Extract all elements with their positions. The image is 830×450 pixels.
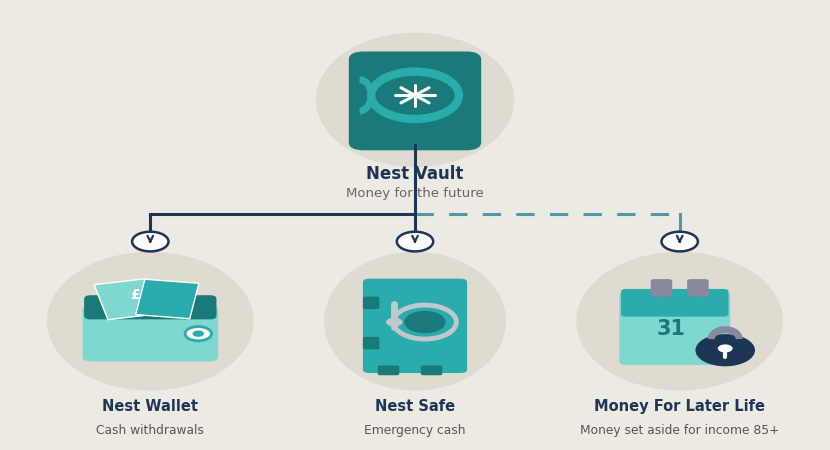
Circle shape [404,311,446,333]
Text: Money For Later Life: Money For Later Life [594,400,765,414]
FancyBboxPatch shape [421,365,442,375]
Circle shape [193,331,204,337]
Polygon shape [94,279,158,320]
Text: Emergency cash: Emergency cash [364,424,466,437]
FancyBboxPatch shape [687,279,709,297]
Text: Nest Vault: Nest Vault [366,165,464,183]
Ellipse shape [315,33,515,167]
Polygon shape [135,279,199,319]
Ellipse shape [576,252,784,391]
FancyBboxPatch shape [619,292,730,365]
Circle shape [718,344,733,352]
Circle shape [132,232,168,252]
Text: Cash withdrawals: Cash withdrawals [96,424,204,437]
FancyBboxPatch shape [363,297,379,309]
Text: 31: 31 [657,319,686,339]
Text: Nest Wallet: Nest Wallet [102,400,198,414]
Circle shape [662,232,698,252]
FancyBboxPatch shape [378,365,399,375]
Circle shape [385,79,445,112]
Text: Money set aside for income 85+: Money set aside for income 85+ [580,424,779,437]
FancyBboxPatch shape [82,306,218,361]
FancyBboxPatch shape [363,337,379,349]
Text: Nest Safe: Nest Safe [375,400,455,414]
FancyBboxPatch shape [621,289,729,317]
Text: £: £ [130,288,140,302]
Text: Money for the future: Money for the future [346,187,484,200]
Ellipse shape [324,252,506,391]
Ellipse shape [46,252,254,391]
Circle shape [696,334,755,366]
Circle shape [397,232,433,252]
FancyBboxPatch shape [84,295,217,319]
FancyBboxPatch shape [349,51,481,150]
Circle shape [386,318,403,327]
FancyBboxPatch shape [651,279,672,297]
FancyBboxPatch shape [363,279,467,373]
Circle shape [185,327,212,341]
